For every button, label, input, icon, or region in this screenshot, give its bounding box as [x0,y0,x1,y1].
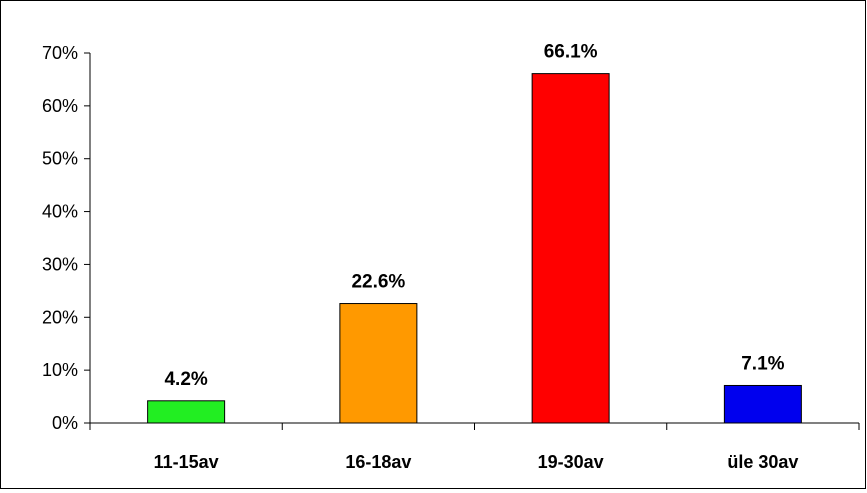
y-tick-label: 0% [52,413,78,433]
data-label: 22.6% [351,272,405,293]
y-tick-label: 60% [42,96,78,116]
x-tick-label: 16-18av [345,452,411,472]
x-tick-label: 19-30av [538,452,604,472]
y-tick-label: 10% [42,360,78,380]
x-tick-label: 11-15av [154,452,219,472]
bar [724,385,801,423]
y-tick-label: 50% [42,149,78,169]
bar [148,401,225,423]
data-label: 7.1% [741,353,784,374]
x-tick-label: üle 30av [727,452,798,472]
y-tick-label: 70% [42,43,78,63]
y-tick-label: 20% [42,307,78,327]
y-tick-label: 40% [42,202,78,222]
bar [340,304,417,423]
data-label: 66.1% [544,42,598,63]
bar [532,74,609,423]
data-label: 4.2% [164,369,207,390]
y-tick-label: 30% [42,254,78,274]
